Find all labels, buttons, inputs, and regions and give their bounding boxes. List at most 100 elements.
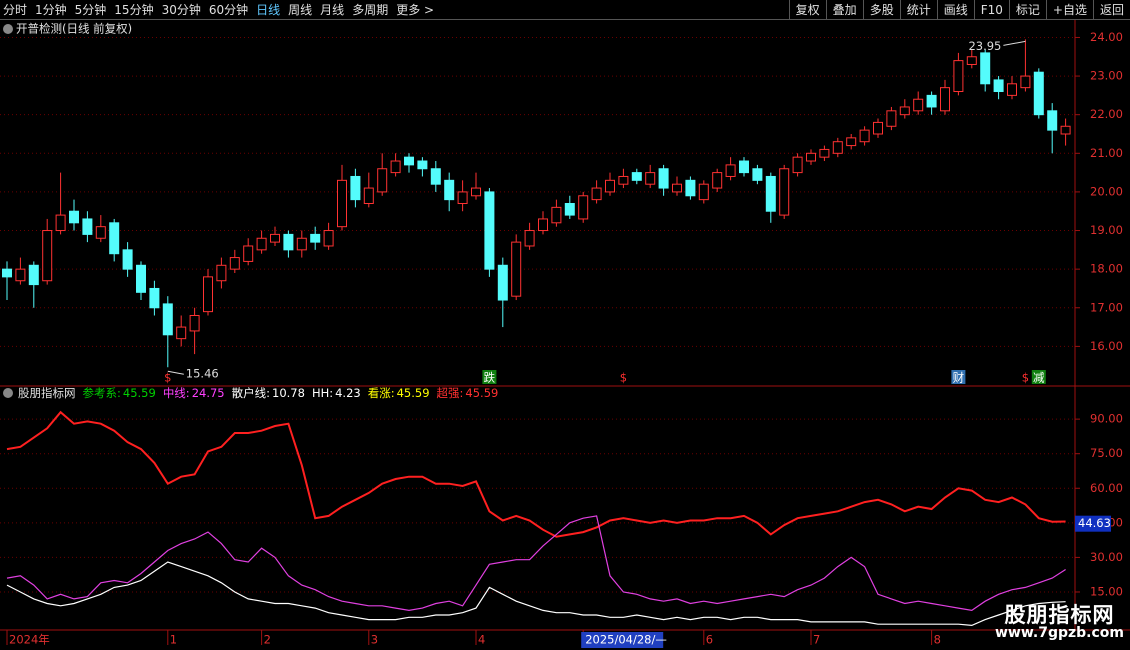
annotation-arrow bbox=[167, 370, 184, 375]
candle-body bbox=[779, 168, 790, 216]
candle-body bbox=[578, 195, 589, 220]
x-cursor-box bbox=[581, 632, 664, 648]
indicator-line bbox=[6, 515, 1066, 612]
candle-body bbox=[42, 230, 53, 282]
chart-title: 开普检测(日线 前复权) bbox=[16, 22, 132, 36]
x-tick-label: 8 bbox=[934, 633, 941, 647]
y-tick-label: 17.00 bbox=[1090, 300, 1123, 314]
legend-value: 45.59 bbox=[465, 386, 498, 400]
annotation-arrow bbox=[1003, 40, 1026, 46]
period-tab[interactable]: 30分钟 bbox=[161, 3, 201, 17]
candle-body bbox=[363, 187, 374, 205]
candle-body bbox=[806, 152, 816, 162]
candle-body bbox=[243, 245, 254, 262]
legend-name: 看涨: bbox=[368, 386, 395, 400]
candle-body bbox=[926, 94, 937, 108]
candle-body bbox=[310, 233, 321, 243]
y-tick-label: 19.00 bbox=[1090, 223, 1123, 237]
period-tab[interactable]: 分时 bbox=[3, 3, 28, 17]
candle-body bbox=[511, 241, 522, 297]
legend-value: 10.78 bbox=[272, 386, 305, 400]
annotation: 23.95 bbox=[968, 39, 1001, 53]
candle-body bbox=[645, 172, 656, 185]
candle-body bbox=[953, 60, 964, 93]
period-tab[interactable]: 周线 bbox=[288, 3, 313, 17]
indicator-title: 股朋指标网 bbox=[18, 386, 76, 400]
candle-body bbox=[377, 168, 388, 193]
candle-body bbox=[725, 164, 736, 177]
candle-body bbox=[55, 214, 66, 232]
candle-body bbox=[323, 230, 334, 247]
y-tick-label: 15.00 bbox=[1090, 584, 1123, 598]
candle-body bbox=[631, 172, 642, 181]
candle-body bbox=[337, 179, 347, 228]
watermark: 股朋指标网 www.7gpzb.com bbox=[995, 604, 1124, 641]
candle-body bbox=[471, 187, 481, 197]
title-icon[interactable] bbox=[3, 24, 13, 34]
signal: $ bbox=[1022, 371, 1029, 385]
candle-body bbox=[256, 237, 267, 251]
candle-body bbox=[524, 230, 535, 247]
candle-body bbox=[966, 56, 977, 65]
x-tick-label: 2025/04/28/— bbox=[585, 633, 667, 647]
candle-body bbox=[899, 106, 910, 116]
signal-badge bbox=[1031, 370, 1046, 384]
candle-body bbox=[122, 249, 133, 270]
signal: $ bbox=[620, 371, 627, 385]
period-tab[interactable]: 5分钟 bbox=[74, 3, 107, 17]
candle-body bbox=[390, 160, 401, 174]
tool-button[interactable]: 画线 bbox=[936, 0, 974, 20]
candle-body bbox=[270, 233, 280, 243]
candle-body bbox=[832, 141, 843, 154]
candle-body bbox=[69, 210, 79, 224]
period-tab[interactable]: 多周期 bbox=[352, 3, 389, 17]
candle-body bbox=[846, 137, 857, 147]
current-value-box bbox=[1075, 515, 1111, 532]
x-tick-label: 6 bbox=[706, 633, 713, 647]
legend-value: 45.59 bbox=[123, 386, 156, 400]
candle-body bbox=[497, 264, 508, 301]
period-tab[interactable]: 1分钟 bbox=[35, 3, 67, 17]
candle-body bbox=[283, 233, 294, 251]
x-tick-label: 7 bbox=[813, 633, 820, 647]
candle-body bbox=[792, 156, 803, 174]
period-tab[interactable]: 60分钟 bbox=[208, 3, 249, 17]
legend-value: 45.59 bbox=[397, 386, 430, 400]
candle-body bbox=[1007, 83, 1017, 96]
y-tick-label: 24.00 bbox=[1090, 30, 1123, 44]
tool-button[interactable]: 复权 bbox=[788, 0, 826, 20]
tool-button[interactable]: 标记 bbox=[1008, 0, 1046, 20]
period-tab[interactable]: 更多 > bbox=[396, 3, 435, 17]
tool-button[interactable]: 叠加 bbox=[825, 0, 863, 20]
signal: 减 bbox=[1033, 371, 1045, 385]
period-tab[interactable]: 月线 bbox=[320, 3, 345, 17]
watermark-url: www.7gpzb.com bbox=[994, 625, 1124, 642]
tool-button[interactable]: 返回 bbox=[1092, 0, 1130, 20]
period-tab[interactable]: 日线 bbox=[256, 3, 281, 17]
candle-body bbox=[2, 268, 12, 278]
x-tick-label: 2024年 bbox=[9, 633, 50, 647]
tool-button[interactable]: +自选 bbox=[1045, 0, 1093, 20]
candle-body bbox=[189, 314, 200, 332]
candle-body bbox=[739, 160, 749, 174]
annotation: 15.46 bbox=[186, 367, 219, 381]
tool-button[interactable]: F10 bbox=[973, 0, 1009, 20]
candle-body bbox=[886, 110, 897, 127]
period-tab[interactable]: 15分钟 bbox=[114, 3, 154, 17]
legend-name: 参考系: bbox=[83, 386, 121, 400]
candle-body bbox=[109, 222, 120, 255]
candle-body bbox=[95, 226, 106, 239]
tool-button[interactable]: 统计 bbox=[899, 0, 937, 20]
candle-body bbox=[15, 268, 26, 282]
candle-body bbox=[538, 218, 548, 232]
tool-button[interactable]: 多股 bbox=[862, 0, 900, 20]
y-tick-label: 75.00 bbox=[1090, 446, 1123, 460]
candle-body bbox=[28, 264, 39, 286]
signal: 跌 bbox=[484, 371, 496, 385]
candle-body bbox=[752, 168, 763, 181]
indicator-icon[interactable] bbox=[3, 388, 13, 398]
candle-body bbox=[551, 206, 562, 224]
indicator-line bbox=[6, 561, 1066, 627]
candle-body bbox=[417, 160, 428, 170]
